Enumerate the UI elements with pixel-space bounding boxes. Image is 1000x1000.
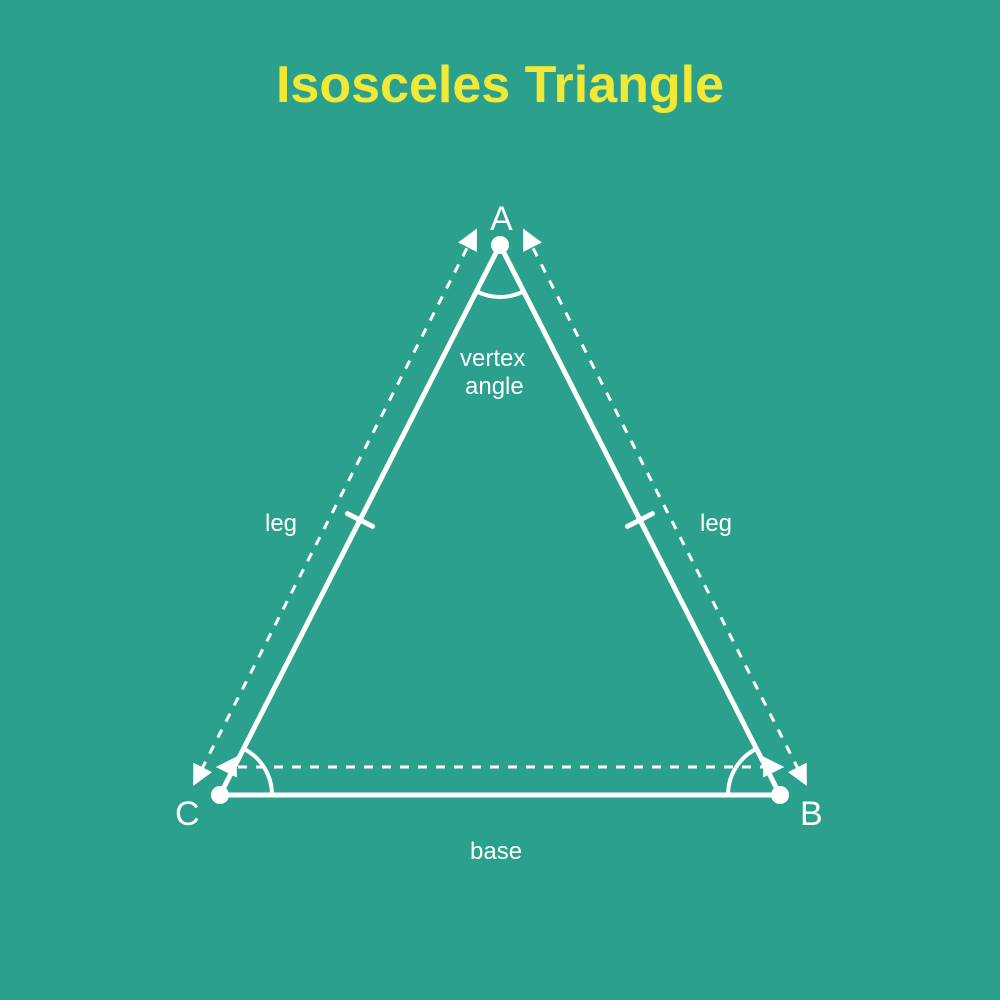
leg-right-label: leg [700,510,732,538]
vertex-angle-label-line2: angle [465,373,524,401]
vertex-label-a: A [490,200,513,239]
vertex-label-b: B [800,795,823,834]
diagram-canvas: Isosceles Triangle A B C vertex angle le… [0,0,1000,1000]
leg-left-label: leg [265,510,297,538]
vertex-label-c: C [175,795,200,834]
base-label: base [470,838,522,866]
vertex-angle-label-line1: vertex [460,345,525,373]
